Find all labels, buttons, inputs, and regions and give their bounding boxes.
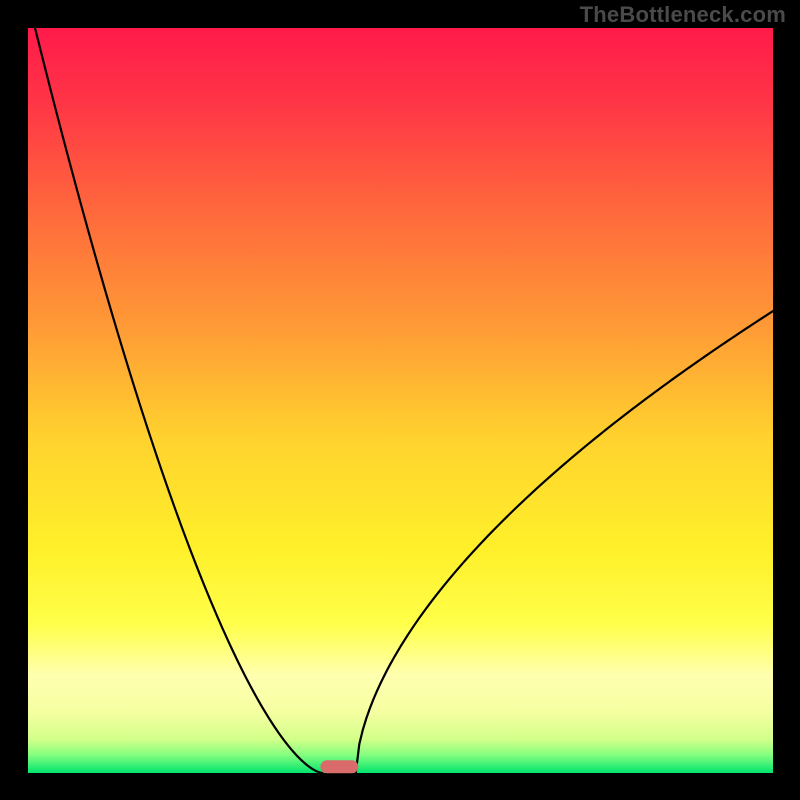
bottleneck-curve <box>28 28 773 773</box>
minimum-marker <box>321 760 358 773</box>
chart-root: TheBottleneck.com <box>0 0 800 800</box>
plot-area <box>28 28 773 773</box>
watermark-label: TheBottleneck.com <box>580 2 786 28</box>
